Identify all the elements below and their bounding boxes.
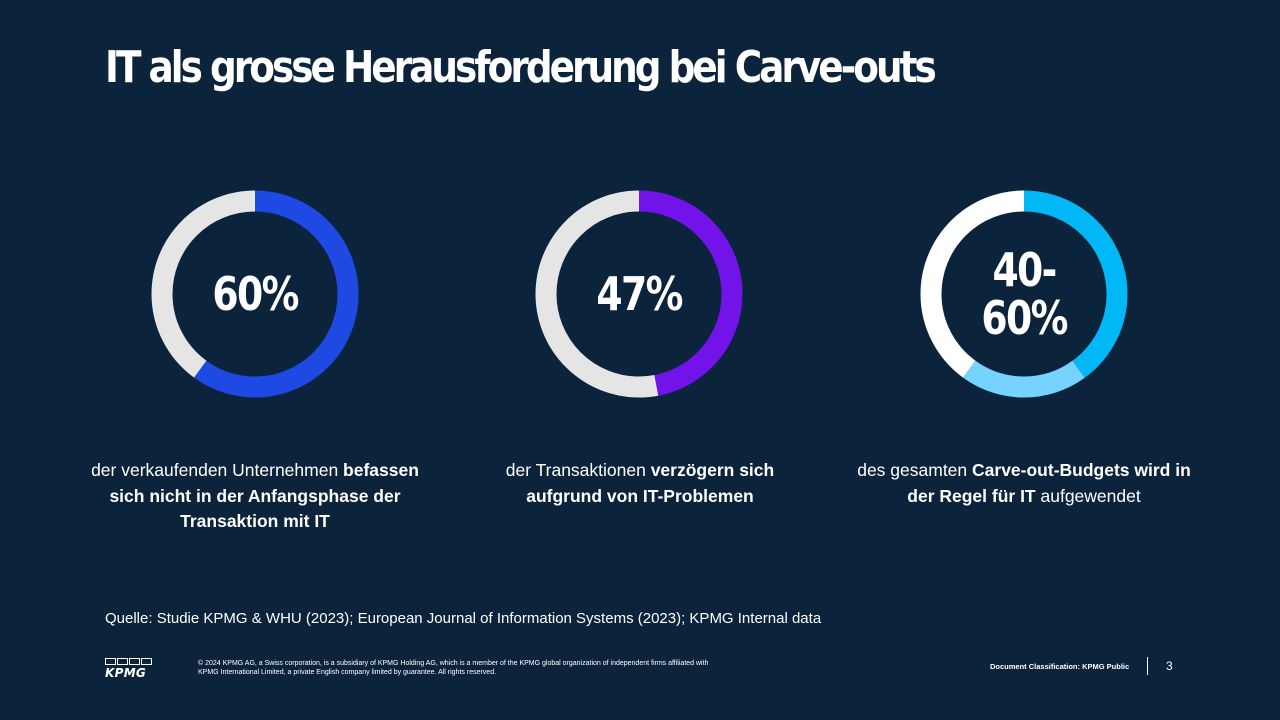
- stat-caption-1: der verkaufenden Unternehmen befassen si…: [85, 458, 425, 535]
- logo-text: KPMG: [105, 666, 147, 680]
- donut-ring: [535, 190, 743, 398]
- donut-chart-47: 47%: [535, 190, 743, 398]
- donut-ring: [920, 190, 1128, 398]
- stat-caption-3: des gesamten Carve-out-Budgets wird in d…: [854, 458, 1194, 509]
- caption-plain: aufgewendet: [1035, 485, 1141, 506]
- source-note: Quelle: Studie KPMG & WHU (2023); Europe…: [105, 610, 822, 627]
- ring-segment-2: [920, 190, 1128, 398]
- document-classification: Document Classification: KPMG Public: [990, 662, 1130, 671]
- slide-title: IT als grosse Herausforderung bei Carve-…: [105, 42, 937, 93]
- ring-segment-2: [151, 190, 359, 398]
- ring-segment-2: [535, 190, 743, 398]
- caption-bold: verzögern sich aufgrund von IT-Problemen: [526, 460, 775, 506]
- footer-divider: [1147, 657, 1148, 675]
- stat-caption-2: der Transaktionen verzögern sich aufgrun…: [470, 458, 810, 509]
- caption-plain: der Transaktionen: [505, 460, 651, 480]
- stat-value: 60%: [212, 267, 299, 321]
- caption-plain: des gesamten: [857, 460, 973, 480]
- logo-boxes: [105, 658, 159, 666]
- stat-value: 40- 60%: [981, 243, 1068, 345]
- stat-value: 47%: [596, 267, 683, 321]
- legal-notice: © 2024 KPMG AG, a Swiss corporation, is …: [198, 660, 709, 676]
- donut-chart-40-60: 40- 60%: [920, 190, 1128, 398]
- caption-bold: befassen sich nicht in der Anfangsphase …: [109, 460, 419, 531]
- caption-bold: Carve-out-Budgets wird in der Regel für …: [907, 460, 1191, 506]
- donut-ring: [151, 190, 359, 398]
- donut-chart-60: 60%: [151, 190, 359, 398]
- kpmg-logo: KPMG: [105, 658, 159, 680]
- caption-plain: der verkaufenden Unternehmen: [91, 460, 344, 480]
- page-number: 3: [1166, 659, 1173, 673]
- ring-segment-3: [920, 190, 1128, 398]
